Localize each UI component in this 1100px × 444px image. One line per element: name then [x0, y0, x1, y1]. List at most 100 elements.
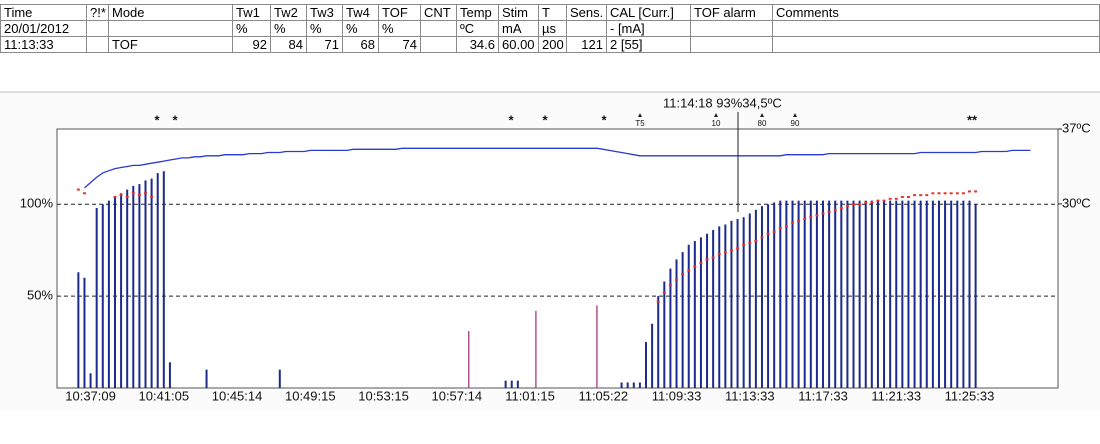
- ratio-dot: [937, 192, 941, 195]
- bar: [724, 224, 727, 388]
- bar-secondary: [467, 331, 470, 388]
- table-cell: 2 [55]: [606, 36, 691, 53]
- bar: [699, 237, 702, 388]
- bar: [156, 173, 159, 388]
- ratio-dot: [662, 291, 666, 294]
- ratio-dot: [925, 194, 929, 197]
- bar: [748, 213, 751, 388]
- ratio-dot: [681, 273, 685, 276]
- table-cell: Tw3: [306, 4, 343, 21]
- ratio-dot: [906, 195, 910, 198]
- ratio-dot: [778, 227, 782, 230]
- x-tick-label: 10:45:14: [212, 388, 263, 403]
- bar: [132, 185, 135, 388]
- bar: [870, 200, 873, 388]
- ratio-dot: [711, 256, 715, 259]
- bar: [937, 200, 940, 388]
- table-cell: [772, 36, 1100, 53]
- bar: [858, 200, 861, 388]
- table-cell: TOF: [108, 36, 233, 53]
- bar: [126, 189, 129, 388]
- bar: [773, 202, 776, 388]
- bar: [168, 362, 171, 388]
- ratio-dot: [870, 201, 874, 204]
- bar: [956, 200, 959, 388]
- bar: [663, 281, 666, 388]
- ratio-dot: [82, 192, 86, 195]
- bar: [95, 207, 98, 388]
- ratio-dot: [913, 194, 917, 197]
- bar: [651, 323, 654, 388]
- bar: [138, 184, 141, 388]
- marker-arrow: [638, 113, 642, 117]
- bar: [675, 259, 678, 388]
- ratio-dot: [955, 192, 959, 195]
- bar: [779, 200, 782, 388]
- bar: [120, 193, 123, 388]
- ratio-dot: [882, 199, 886, 202]
- event-marker: *: [508, 112, 514, 127]
- bar: [950, 200, 953, 388]
- bar: [706, 233, 709, 388]
- bar: [883, 200, 886, 388]
- ratio-dot: [815, 214, 819, 217]
- ratio-dot: [119, 194, 123, 197]
- bar: [626, 382, 629, 388]
- bar: [712, 230, 715, 388]
- ratio-dot: [131, 192, 135, 195]
- ratio-dot: [736, 247, 740, 250]
- event-marker: **: [967, 112, 978, 127]
- bar: [901, 200, 904, 388]
- x-tick-label: 11:13:33: [725, 388, 775, 403]
- ratio-dot: [931, 192, 935, 195]
- bar: [754, 209, 757, 388]
- event-marker: *: [601, 112, 607, 127]
- bar: [895, 200, 898, 388]
- ratio-dot: [113, 195, 117, 198]
- ratio-dot: [760, 236, 764, 239]
- ratio-dot: [943, 192, 947, 195]
- ratio-dot: [888, 197, 892, 200]
- bar: [107, 200, 110, 388]
- ratio-dot: [949, 192, 953, 195]
- ratio-dot: [803, 218, 807, 221]
- temperature-line: [84, 147, 1031, 189]
- event-marker: 80: [758, 119, 767, 128]
- ratio-dot: [797, 219, 801, 222]
- bar: [510, 380, 513, 388]
- y-tick-label: 50%: [27, 288, 53, 303]
- bar: [962, 200, 965, 388]
- bar: [736, 219, 739, 388]
- marker-arrow: [793, 113, 797, 117]
- ratio-dot: [656, 300, 660, 303]
- event-marker: 10: [712, 119, 721, 128]
- bar: [760, 206, 763, 388]
- x-tick-label: 11:01:15: [505, 388, 555, 403]
- table-cell: Temp: [456, 4, 499, 21]
- bar: [669, 268, 672, 388]
- table-cell: 60.00: [498, 36, 539, 53]
- event-marker: *: [542, 112, 548, 127]
- ratio-dot: [729, 249, 733, 252]
- bar: [968, 200, 971, 388]
- bar: [89, 373, 92, 388]
- x-tick-label: 10:53:15: [358, 388, 409, 403]
- y-tick-label: 100%: [20, 196, 54, 211]
- bar: [681, 252, 684, 388]
- ratio-dot: [125, 195, 129, 198]
- bar: [834, 200, 837, 388]
- bar: [876, 200, 879, 388]
- table-cell: 71: [306, 36, 343, 53]
- bar: [852, 200, 855, 388]
- bar-secondary: [596, 305, 598, 388]
- event-marker: 90: [791, 119, 800, 128]
- x-tick-label: 11:17:33: [798, 388, 848, 403]
- cursor-label: 11:14:18 93%34,5ºC: [663, 95, 782, 110]
- x-tick-label: 10:41:05: [139, 388, 190, 403]
- table-cell: mA: [498, 20, 539, 37]
- x-tick-label: 11:09:33: [652, 388, 702, 403]
- ratio-dot: [687, 269, 691, 272]
- ratio-dot: [839, 206, 843, 209]
- ratio-dot: [76, 188, 80, 191]
